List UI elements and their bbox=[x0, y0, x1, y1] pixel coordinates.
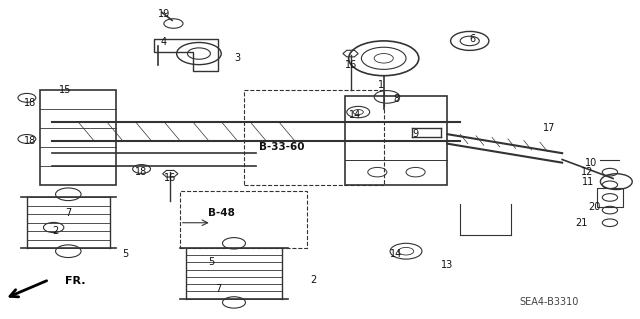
Text: 15: 15 bbox=[59, 85, 71, 95]
Text: FR.: FR. bbox=[65, 276, 86, 286]
Text: 18: 18 bbox=[24, 98, 36, 108]
Text: 7: 7 bbox=[65, 208, 72, 218]
Bar bbox=[244, 90, 384, 185]
Bar bbox=[346, 96, 447, 185]
Text: SEA4-B3310: SEA4-B3310 bbox=[520, 297, 579, 307]
Text: 17: 17 bbox=[543, 123, 556, 133]
Bar bbox=[597, 188, 623, 207]
Bar bbox=[180, 191, 307, 248]
Text: 9: 9 bbox=[413, 129, 419, 139]
Text: 2: 2 bbox=[52, 226, 59, 236]
Text: 10: 10 bbox=[585, 158, 597, 168]
Text: 6: 6 bbox=[470, 34, 476, 44]
Text: B-33-60: B-33-60 bbox=[259, 142, 305, 152]
Text: 5: 5 bbox=[209, 257, 215, 267]
Text: 21: 21 bbox=[575, 218, 588, 228]
Text: 18: 18 bbox=[136, 167, 148, 177]
Text: 11: 11 bbox=[582, 177, 594, 187]
Text: 13: 13 bbox=[442, 260, 454, 271]
Text: 7: 7 bbox=[215, 284, 221, 294]
Text: 4: 4 bbox=[161, 38, 167, 48]
Text: 3: 3 bbox=[234, 53, 240, 63]
Text: 18: 18 bbox=[24, 136, 36, 145]
Text: 12: 12 bbox=[582, 167, 594, 177]
Text: 5: 5 bbox=[122, 249, 129, 259]
Text: 1: 1 bbox=[378, 80, 383, 90]
Text: 14: 14 bbox=[349, 110, 361, 120]
Text: 20: 20 bbox=[588, 202, 600, 212]
Text: 16: 16 bbox=[344, 60, 356, 70]
Text: 16: 16 bbox=[164, 174, 177, 183]
Text: 14: 14 bbox=[390, 249, 403, 259]
Text: 8: 8 bbox=[394, 94, 399, 104]
Text: 19: 19 bbox=[157, 9, 170, 19]
Text: B-48: B-48 bbox=[208, 208, 235, 218]
Text: 2: 2 bbox=[310, 275, 317, 285]
